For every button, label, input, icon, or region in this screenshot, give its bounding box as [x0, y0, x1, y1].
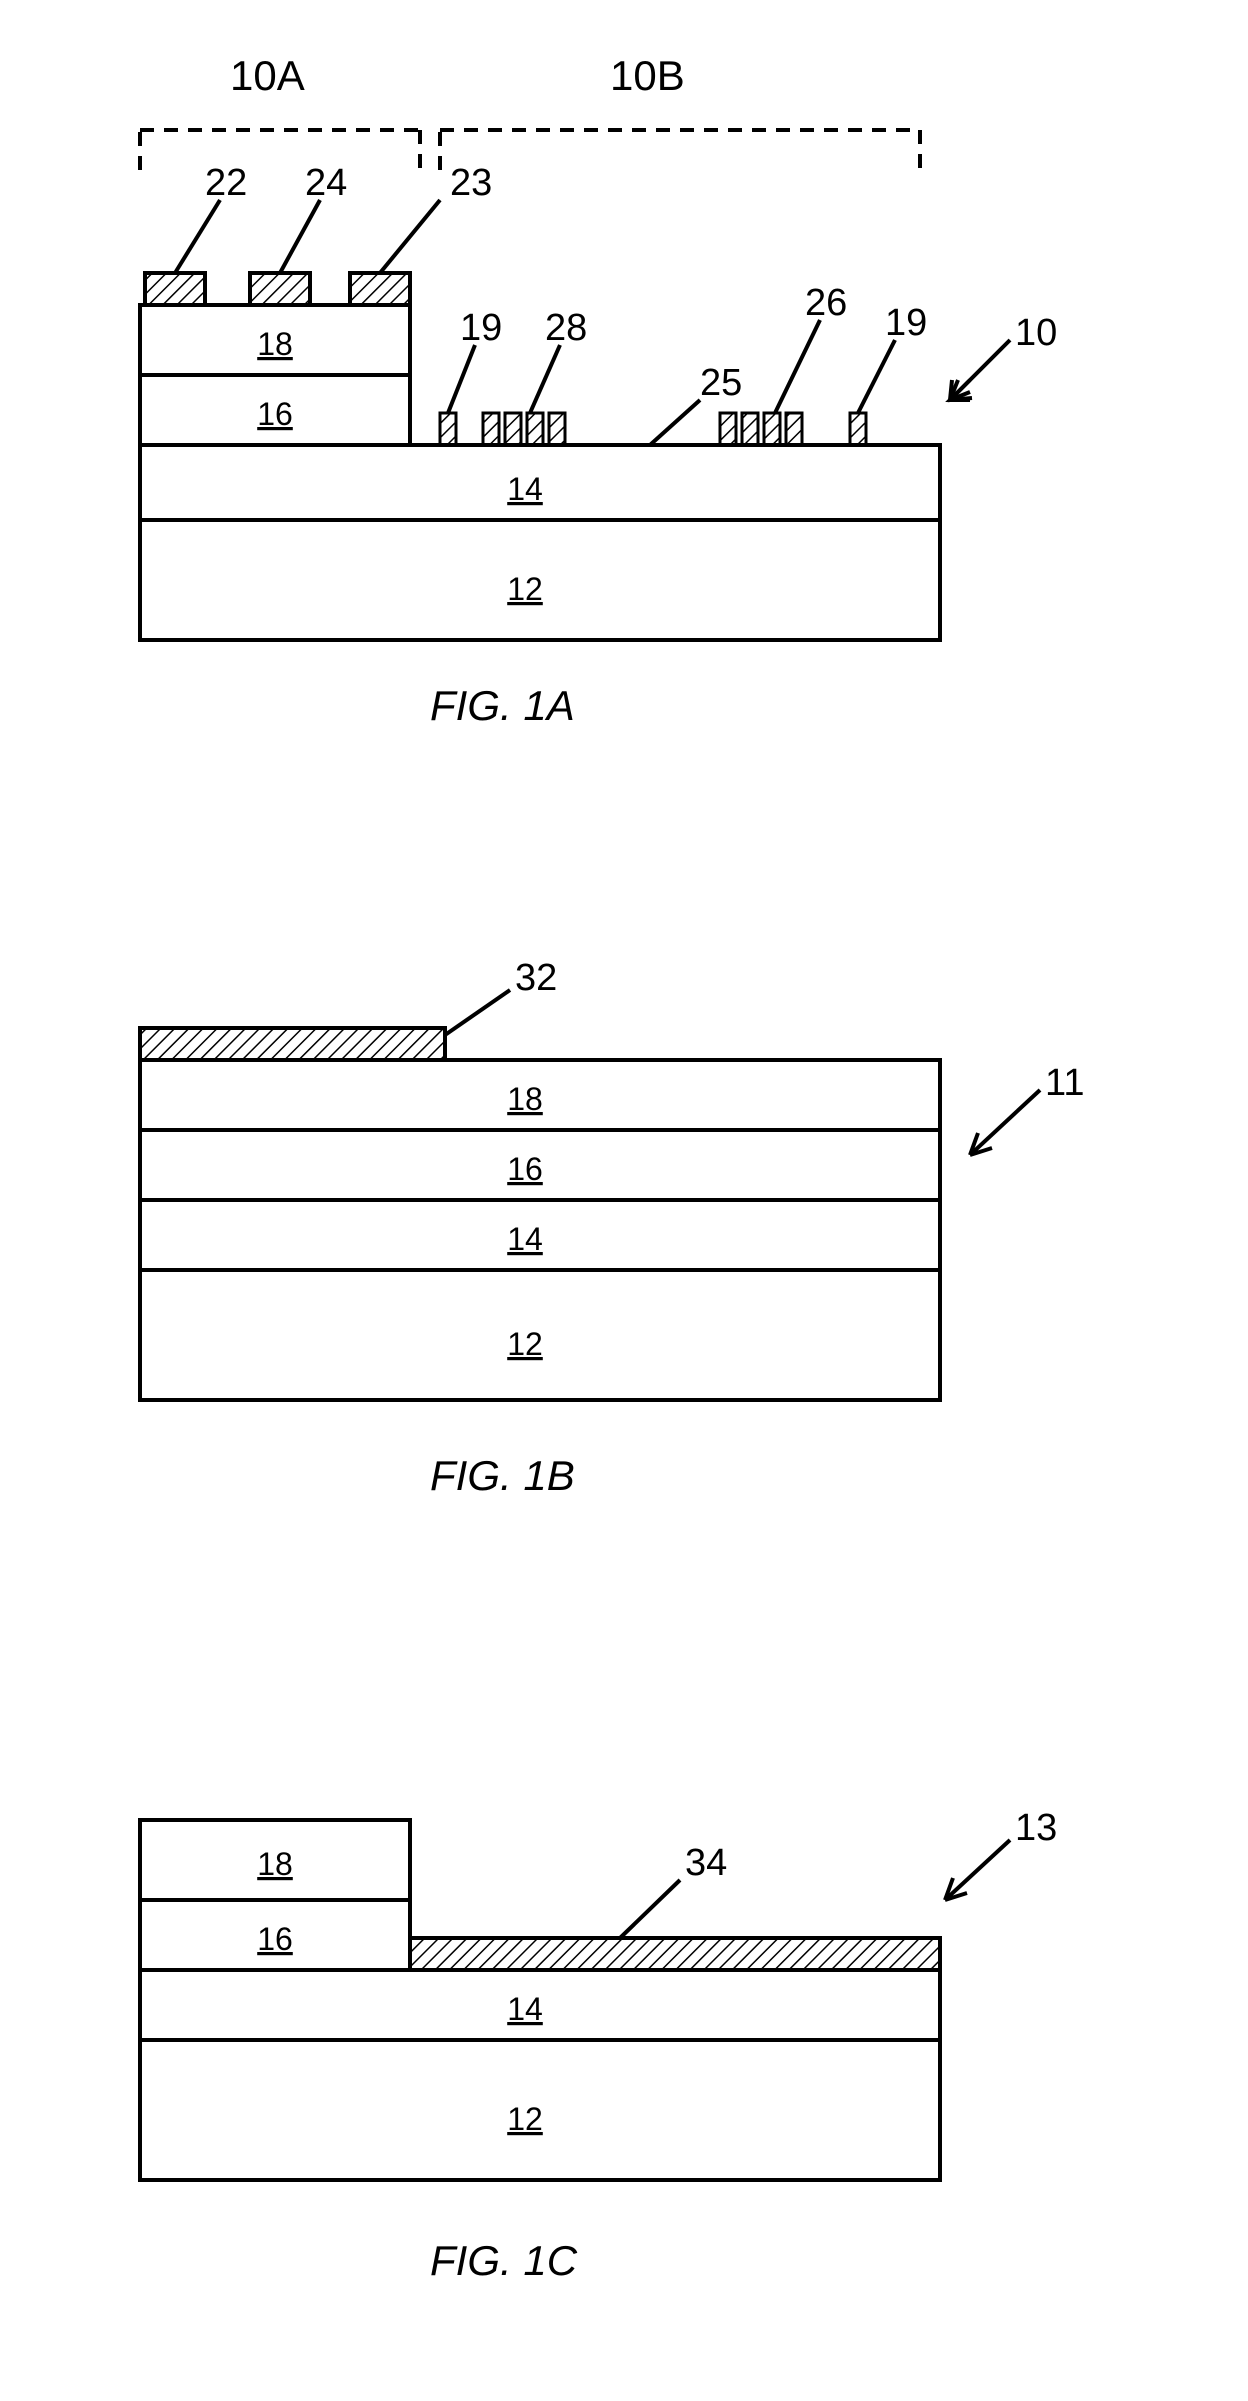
stripe-28-3 — [527, 413, 543, 445]
b-layer-14-label: 14 — [507, 1221, 543, 1257]
stripe-19-right — [850, 413, 866, 445]
b-layer-18-label: 18 — [507, 1081, 543, 1117]
ref-19a: 19 — [460, 307, 502, 349]
ref-19b: 19 — [885, 302, 927, 344]
fig-1b: 12 14 16 18 32 11 FIG. 1B — [140, 957, 1084, 1499]
block-24 — [250, 273, 310, 305]
figure-set: 10A 10B 12 14 16 18 22 24 23 — [0, 0, 1248, 2401]
stripe-25-1 — [720, 413, 736, 445]
arrow-10 — [950, 340, 1010, 400]
fig-1c: 12 14 16 18 34 13 FIG. 1C — [140, 1807, 1057, 2284]
c-layer-12-label: 12 — [507, 2101, 543, 2137]
ref-11: 11 — [1045, 1062, 1084, 1104]
stripe-19-left — [440, 413, 456, 445]
ref-24: 24 — [305, 162, 347, 204]
layer-14-label: 14 — [507, 471, 543, 507]
b-block-32 — [140, 1028, 445, 1060]
stripe-25-3 — [764, 413, 780, 445]
ref-34: 34 — [685, 1842, 727, 1884]
caption-1c: FIG. 1C — [430, 2237, 578, 2284]
stripe-25-4 — [786, 413, 802, 445]
c-layer-14-label: 14 — [507, 1991, 543, 2027]
block-23 — [350, 273, 410, 305]
ref-13: 13 — [1015, 1807, 1057, 1849]
ref-23: 23 — [450, 162, 492, 204]
c-layer-16-label: 16 — [257, 1921, 293, 1957]
c-layer-18-label: 18 — [257, 1846, 293, 1882]
stripe-28-4 — [549, 413, 565, 445]
b-layer-16-label: 16 — [507, 1151, 543, 1187]
layer-18-label: 18 — [257, 326, 293, 362]
layer-12-label: 12 — [507, 571, 543, 607]
ref-26: 26 — [805, 282, 847, 324]
caption-1a: FIG. 1A — [430, 682, 575, 729]
ref-28: 28 — [545, 307, 587, 349]
arrow-11 — [970, 1090, 1040, 1155]
block-22 — [145, 273, 205, 305]
c-block-34 — [410, 1938, 940, 1970]
bracket-10a — [140, 130, 420, 170]
fig-1a: 10A 10B 12 14 16 18 22 24 23 — [140, 52, 1057, 729]
ref-32: 32 — [515, 957, 557, 999]
layer-16-label: 16 — [257, 396, 293, 432]
ref-10: 10 — [1015, 312, 1057, 354]
ref-25: 25 — [700, 362, 742, 404]
stripe-28-2 — [505, 413, 521, 445]
bracket-10b — [440, 130, 920, 170]
label-10a: 10A — [230, 52, 305, 99]
b-layer-12-label: 12 — [507, 1326, 543, 1362]
caption-1b: FIG. 1B — [430, 1452, 575, 1499]
ref-22: 22 — [205, 162, 247, 204]
arrow-13 — [945, 1840, 1010, 1900]
stripe-25-2 — [742, 413, 758, 445]
stripe-28-1 — [483, 413, 499, 445]
label-10b: 10B — [610, 52, 685, 99]
